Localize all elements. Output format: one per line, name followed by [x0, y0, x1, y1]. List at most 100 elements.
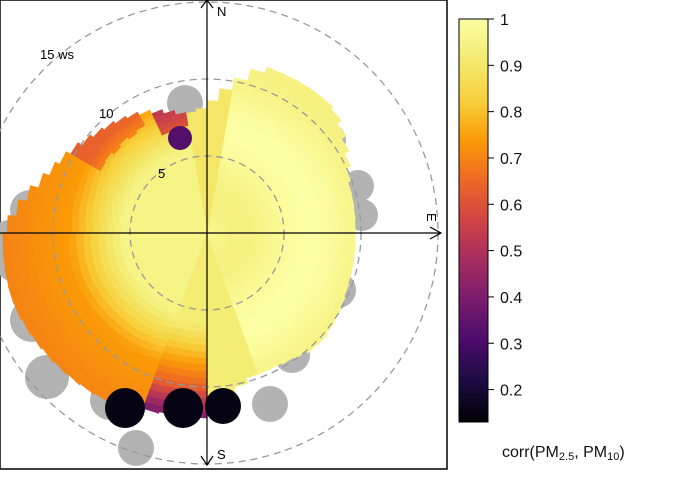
- surface-cell: [89, 232, 99, 244]
- surface-cell: [201, 285, 208, 293]
- surface-cell: [67, 232, 77, 246]
- surface-cell: [218, 88, 233, 96]
- surface-cell: [56, 219, 66, 234]
- surface-cell: [193, 297, 202, 306]
- surface-cell: [312, 232, 319, 244]
- north-label: N: [217, 4, 226, 19]
- surface-cell: [195, 108, 208, 114]
- surface-cell: [199, 152, 208, 159]
- surface-cell: [31, 329, 48, 350]
- surface-cell: [206, 379, 221, 388]
- surface-cell: [206, 347, 219, 356]
- surface-cell: [328, 306, 341, 322]
- surface-cell: [333, 221, 340, 234]
- surface-cell: [75, 232, 84, 245]
- north-arrowhead: [200, 0, 214, 9]
- surface-cell: [201, 278, 208, 287]
- surface-cell: [104, 232, 113, 243]
- surface-cell: [206, 302, 215, 311]
- surface-cell: [13, 215, 23, 234]
- surface-cell: [194, 364, 208, 373]
- surface-cell: [106, 223, 116, 234]
- surface-cell: [275, 226, 282, 234]
- surface-cell: [248, 232, 256, 238]
- surface-cell: [345, 257, 355, 273]
- surface-cell: [206, 161, 214, 168]
- surface-cell: [317, 222, 324, 234]
- surface-cell: [206, 133, 217, 140]
- radial-label-10: 10: [99, 106, 113, 121]
- surface-cell: [197, 331, 208, 340]
- surface-cell: [321, 318, 336, 334]
- surface-cell: [13, 300, 29, 321]
- surface-cell: [348, 232, 356, 247]
- surface-cell: [301, 223, 309, 234]
- surface-cell: [206, 180, 212, 187]
- surface-cell: [306, 223, 314, 234]
- surface-cell: [322, 232, 330, 245]
- surface-cell: [38, 232, 48, 249]
- low-corr-lobe: [205, 388, 241, 424]
- surface-cell: [195, 357, 208, 366]
- south-arrowhead: [200, 455, 214, 467]
- colorbar-tick-label: 0.7: [500, 151, 522, 168]
- surface-cell: [53, 356, 72, 375]
- colorbar-title-prefix: corr(PM: [502, 444, 559, 461]
- surface-cell: [333, 232, 340, 245]
- surface-cell: [206, 328, 217, 336]
- surface-cell: [347, 206, 356, 221]
- surface-cell: [71, 220, 80, 234]
- surface-cell: [200, 165, 208, 172]
- surface-cell: [21, 216, 30, 234]
- surface-cell: [264, 232, 271, 239]
- surface-cell: [138, 220, 147, 229]
- surface-cell: [78, 221, 87, 234]
- colorbar-tick-label: 0.8: [500, 105, 522, 122]
- surface-cell: [199, 148, 208, 154]
- surface-cell: [92, 222, 101, 234]
- colorbar-tick-label: 0.3: [500, 336, 522, 353]
- surface-cell: [206, 171, 213, 177]
- surface-cell: [278, 72, 296, 87]
- surface-cell: [201, 174, 208, 181]
- colorbar-title-sub1: 2.5: [558, 451, 575, 463]
- low-corr-lobe: [105, 388, 145, 428]
- surface-cell: [317, 232, 324, 244]
- surface-cell: [21, 315, 38, 336]
- surface-cell: [196, 344, 208, 353]
- surface-cell: [145, 221, 154, 229]
- surface-cell: [206, 366, 220, 375]
- surface-cell: [199, 304, 208, 313]
- surface-cell: [316, 96, 334, 113]
- missing-data-blob: [118, 430, 154, 466]
- surface-cell: [206, 100, 219, 107]
- surface-cell: [347, 245, 356, 260]
- surface-cell: [142, 226, 151, 234]
- surface-cell: [200, 291, 208, 300]
- surface-cell: [16, 232, 26, 250]
- colorbar-ticks: 1 0.9 0.8 0.7 0.6 0.5 0.4 0.3 0.2: [488, 12, 522, 400]
- colorbar-tick-label: 0.9: [500, 58, 522, 75]
- surface-cell: [42, 343, 60, 363]
- missing-data-blob: [252, 386, 288, 422]
- surface-cell: [156, 228, 165, 234]
- surface-cell: [264, 227, 271, 234]
- surface-cell: [99, 223, 108, 234]
- surface-cell: [193, 370, 208, 379]
- colorbar-tick-label: 0.6: [500, 197, 522, 214]
- surface-cell: [285, 232, 293, 241]
- surface-cell: [6, 215, 16, 234]
- colorbar-tick-label: 0.2: [500, 383, 522, 400]
- east-label: E: [424, 213, 439, 222]
- low-corr-lobe: [168, 126, 192, 150]
- surface-cell: [206, 142, 216, 149]
- surface-cell: [290, 224, 298, 234]
- surface-cell: [206, 185, 212, 192]
- colorbar-title: corr(PM2.5, PM10): [502, 444, 625, 463]
- surface-cell: [206, 147, 215, 154]
- plot-panel-border: [0, 0, 448, 470]
- radial-label-15: 15 ws: [40, 47, 74, 62]
- surface-cell: [97, 232, 106, 243]
